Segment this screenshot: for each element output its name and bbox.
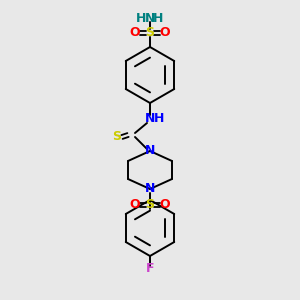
Text: H: H <box>153 13 163 26</box>
Text: O: O <box>160 26 170 40</box>
Text: O: O <box>130 199 140 212</box>
Text: F: F <box>146 262 154 275</box>
Text: N: N <box>145 112 155 125</box>
Text: N: N <box>145 182 155 196</box>
Text: S: S <box>112 130 122 143</box>
Text: N: N <box>145 13 155 26</box>
Text: N: N <box>145 145 155 158</box>
Text: O: O <box>160 199 170 212</box>
Text: S: S <box>146 26 154 40</box>
Text: S: S <box>146 199 154 212</box>
Text: H: H <box>154 112 164 125</box>
Text: O: O <box>130 26 140 40</box>
Text: H: H <box>136 13 146 26</box>
